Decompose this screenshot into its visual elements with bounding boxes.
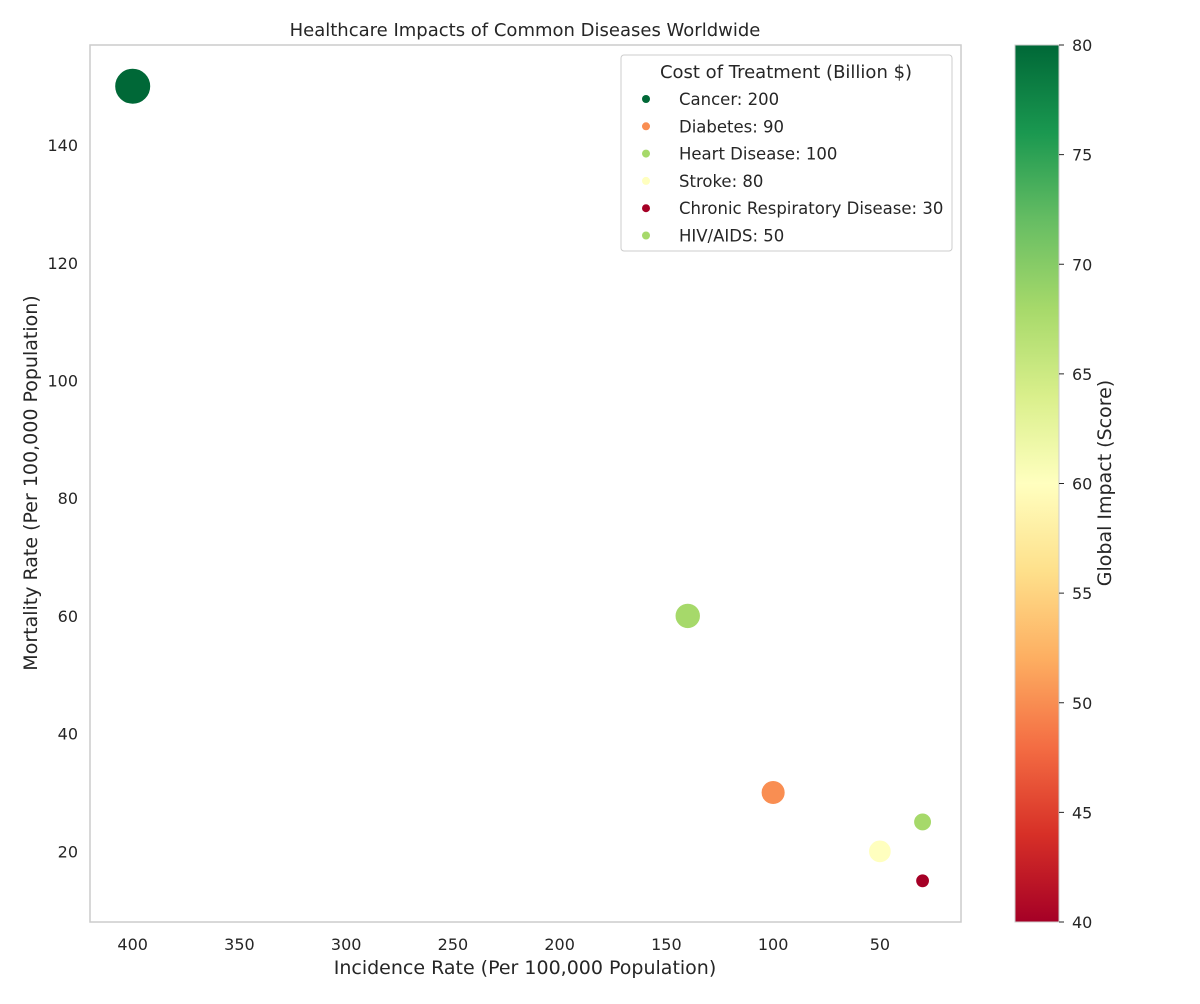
colorbar-ticks: 40 45 50 55 60 65 70 75 80 — [1059, 36, 1092, 932]
colorbar-gradient — [1014, 44, 1060, 923]
y-axis-label: Mortality Rate (Per 100,000 Population) — [20, 295, 42, 670]
x-axis-ticks: 400 350 300 250 200 150 100 50 — [117, 935, 890, 954]
chart-title: Healthcare Impacts of Common Diseases Wo… — [290, 20, 761, 41]
x-axis-label: Incidence Rate (Per 100,000 Population) — [334, 957, 717, 979]
colorbar-tick-label: 60 — [1072, 475, 1092, 494]
legend-marker — [642, 204, 650, 213]
legend-label: Heart Disease: 100 — [679, 145, 837, 164]
colorbar-label: Global Impact (Score) — [1094, 380, 1116, 586]
point-diabetes — [760, 779, 786, 806]
legend-label: Stroke: 80 — [679, 172, 763, 191]
legend-marker — [642, 176, 650, 185]
x-tick-label: 50 — [870, 935, 890, 954]
legend: Cost of Treatment (Billion $) Cancer: 20… — [620, 54, 953, 252]
y-tick-label: 120 — [47, 254, 78, 273]
legend-label: Chronic Respiratory Disease: 30 — [679, 199, 943, 218]
colorbar-tick-label: 65 — [1072, 365, 1092, 384]
y-axis-ticks: 20 40 60 80 100 120 140 — [47, 136, 78, 861]
point-stroke — [867, 839, 892, 864]
x-tick-label: 200 — [544, 935, 575, 954]
x-tick-label: 350 — [224, 935, 255, 954]
colorbar-tick-label: 70 — [1072, 255, 1092, 274]
y-tick-label: 60 — [58, 607, 78, 626]
legend-marker — [642, 122, 650, 131]
colorbar-tick-label: 80 — [1072, 36, 1092, 55]
legend-marker — [642, 149, 650, 158]
point-chronic-respiratory-disease — [914, 873, 931, 889]
legend-items: Cancer: 200 Diabetes: 90 Heart Disease: 10… — [642, 90, 943, 246]
legend-title: Cost of Treatment (Billion $) — [660, 62, 912, 83]
point-hiv-aids — [912, 812, 933, 832]
x-tick-label: 100 — [758, 935, 789, 954]
x-tick-label: 150 — [651, 935, 682, 954]
colorbar: 40 45 50 55 60 65 70 75 80 Global Impact (Score) — [1014, 36, 1116, 932]
colorbar-tick-label: 50 — [1072, 694, 1092, 713]
legend-label: Diabetes: 90 — [679, 117, 784, 136]
x-tick-label: 250 — [438, 935, 469, 954]
colorbar-tick-label: 40 — [1072, 913, 1092, 932]
point-heart-disease — [674, 602, 702, 630]
legend-marker — [642, 231, 650, 240]
scatter-points — [113, 67, 933, 889]
legend-label: Cancer: 200 — [679, 90, 779, 109]
legend-marker — [642, 95, 650, 103]
legend-frame — [620, 54, 953, 252]
colorbar-tick-label: 55 — [1072, 584, 1092, 603]
legend-label: HIV/AIDS: 50 — [679, 227, 784, 246]
y-tick-label: 140 — [47, 136, 78, 155]
y-tick-label: 40 — [58, 725, 78, 744]
x-tick-label: 300 — [331, 935, 362, 954]
y-tick-label: 80 — [58, 489, 78, 508]
colorbar-tick-label: 75 — [1072, 146, 1092, 165]
y-tick-label: 100 — [47, 371, 78, 390]
y-tick-label: 20 — [58, 842, 78, 861]
colorbar-tick-label: 45 — [1072, 803, 1092, 822]
x-tick-label: 400 — [117, 935, 148, 954]
point-cancer — [113, 67, 152, 105]
